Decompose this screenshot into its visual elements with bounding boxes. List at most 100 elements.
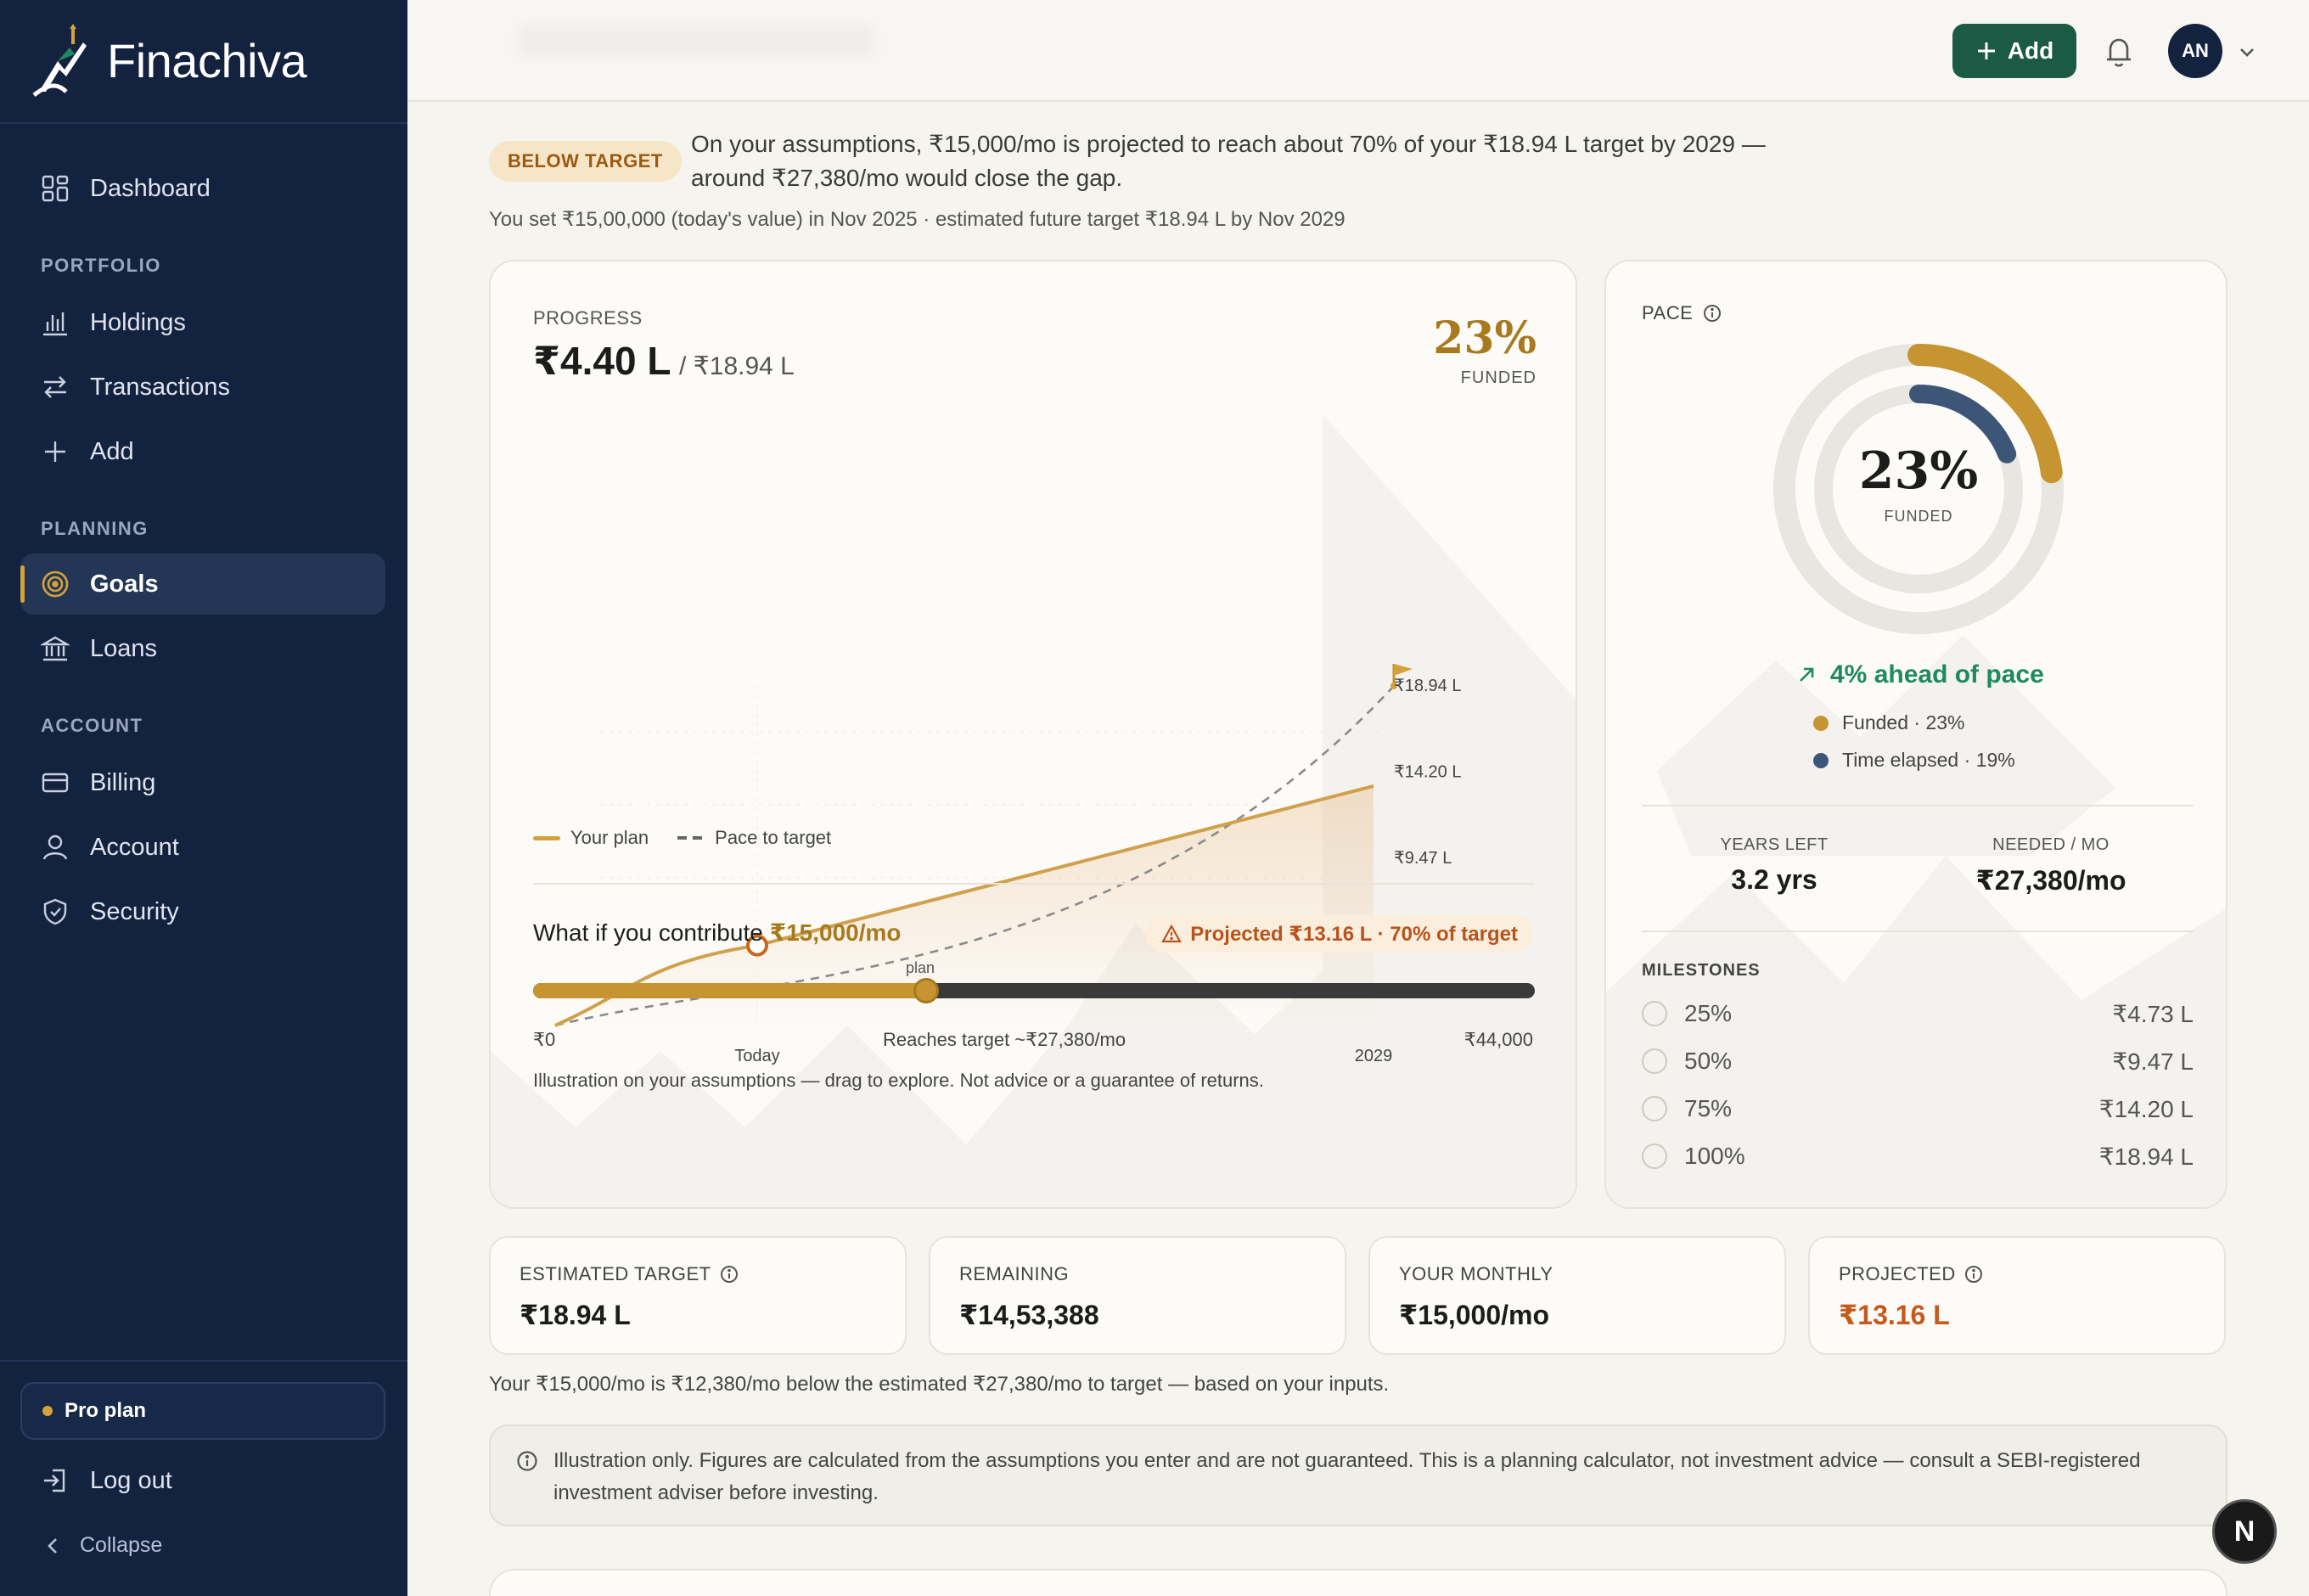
banner-text: On your assumptions, ₹15,000/mo is proje…	[691, 131, 1766, 191]
milestone-value: ₹4.73 L	[2112, 1000, 2194, 1027]
sidebar-item-dashboard[interactable]: Dashboard	[20, 158, 385, 219]
pace-legend-elapsed: Time elapsed · 19%	[1813, 749, 2015, 772]
x-tick-label: 2029	[1355, 1047, 1393, 1065]
years-left-label: YEARS LEFT	[1720, 835, 1829, 854]
card-divider	[533, 883, 1535, 885]
stat-label-text: PROJECTED	[1839, 1263, 1956, 1284]
stat-value: ₹18.94 L	[520, 1300, 631, 1330]
donut-percent: 23%	[1858, 441, 1979, 501]
stat-value: ₹14,53,388	[959, 1300, 1099, 1330]
sidebar-item-label: Billing	[90, 768, 156, 796]
funded-label: FUNDED	[1460, 368, 1537, 387]
add-button[interactable]: Add	[1952, 24, 2076, 78]
sidebar-divider	[0, 122, 407, 124]
logout-label: Log out	[90, 1466, 172, 1494]
sidebar-item-label: Holdings	[90, 308, 186, 336]
chart-legend: Your plan Pace to target	[533, 827, 831, 849]
x-tick-label: Today	[734, 1047, 779, 1065]
slider-fill	[533, 983, 926, 998]
pro-plan-badge[interactable]: Pro plan	[20, 1382, 385, 1440]
sidebar-item-holdings[interactable]: Holdings	[20, 292, 385, 353]
sidebar-item-transactions[interactable]: Transactions	[20, 357, 385, 418]
logout-button[interactable]: Log out	[20, 1450, 385, 1511]
stat-label: REMAINING	[959, 1263, 1070, 1284]
y-tick-label: ₹14.20 L	[1394, 763, 1461, 782]
milestone-row: 75% ₹14.20 L	[1642, 1092, 2194, 1126]
contribution-slider[interactable]: plan	[533, 959, 1535, 1014]
pace-label-text: PACE	[1642, 302, 1694, 323]
bank-icon	[41, 636, 70, 661]
avatar[interactable]: AN	[2168, 24, 2222, 78]
milestone-circle-icon	[1642, 1001, 1667, 1026]
logout-icon	[44, 1469, 65, 1492]
y-tick-label: ₹18.94 L	[1394, 677, 1461, 695]
next-card	[489, 1569, 2228, 1596]
stat-value: ₹15,000/mo	[1399, 1300, 1550, 1330]
milestone-row: 100% ₹18.94 L	[1642, 1139, 2194, 1173]
progress-target: / ₹18.94 L	[679, 352, 795, 380]
stat-estimated-target: ESTIMATED TARGET ₹18.94 L	[489, 1236, 907, 1355]
sidebar-item-account[interactable]: Account	[20, 817, 385, 878]
sidebar-item-add[interactable]: Add	[20, 421, 385, 482]
user-icon	[42, 835, 68, 860]
milestone-value: ₹14.20 L	[2098, 1095, 2194, 1122]
assistant-fab[interactable]: N	[2212, 1499, 2277, 1564]
below-target-note: Your ₹15,000/mo is ₹12,380/mo below the …	[489, 1373, 1390, 1396]
sidebar-item-security[interactable]: Security	[20, 881, 385, 942]
sidebar-item-billing[interactable]: Billing	[20, 752, 385, 813]
slider-plan-tag: plan	[906, 959, 935, 976]
sidebar-divider	[0, 1360, 407, 1362]
milestone-circle-icon	[1642, 1048, 1667, 1074]
whatif-prefix: What if you contribute	[533, 919, 763, 946]
milestone-row: 50% ₹9.47 L	[1642, 1044, 2194, 1078]
plan-area	[555, 785, 1374, 1026]
stat-projected: PROJECTED ₹13.16 L	[1808, 1236, 2226, 1355]
brand[interactable]: Finachiva	[32, 24, 307, 97]
sidebar: Finachiva Dashboard PORTFOLIO Holdings T…	[0, 0, 407, 1596]
banner-subtext: You set ₹15,00,000 (today's value) in No…	[489, 208, 1346, 231]
legend-swatch	[533, 835, 560, 840]
slider-thumb[interactable]	[913, 978, 939, 1003]
ahead-of-pace: 4% ahead of pace	[1796, 660, 2044, 689]
arrow-up-right-icon	[1800, 667, 1814, 682]
legend-label: Your plan	[570, 827, 649, 848]
sidebar-item-label: Dashboard	[90, 174, 211, 202]
info-icon[interactable]	[1703, 304, 1722, 323]
section-label-planning: PLANNING	[41, 518, 149, 539]
funded-percent: 23%	[1433, 312, 1537, 364]
plus-icon	[1977, 42, 1995, 59]
sidebar-item-goals[interactable]: Goals	[20, 554, 385, 615]
bell-icon[interactable]	[2104, 36, 2134, 68]
sidebar-item-label: Security	[90, 897, 179, 925]
sidebar-item-loans[interactable]: Loans	[20, 618, 385, 679]
y-tick-labels: ₹4.73 L₹9.47 L₹14.20 L₹18.94 L	[1394, 677, 1461, 954]
info-icon[interactable]	[1964, 1265, 1983, 1284]
collapse-button[interactable]: Collapse	[44, 1533, 162, 1558]
milestone-pct: 100%	[1684, 1143, 1745, 1169]
warning-icon	[1161, 924, 1183, 943]
info-icon[interactable]	[720, 1265, 739, 1284]
stat-remaining: REMAINING ₹14,53,388	[929, 1236, 1346, 1355]
chevron-down-icon[interactable]	[2238, 42, 2256, 61]
target-icon	[42, 570, 69, 598]
status-badge: BELOW TARGET	[489, 141, 682, 182]
today-marker[interactable]	[746, 934, 768, 957]
legend-pace-to-target: Pace to target	[677, 827, 831, 849]
pace-line	[554, 685, 1395, 1027]
stat-label-text: ESTIMATED TARGET	[520, 1263, 711, 1284]
pace-label: PACE	[1642, 302, 1722, 324]
needed-label: NEEDED / MO	[1992, 835, 2110, 854]
ahead-text: 4% ahead of pace	[1830, 660, 2044, 688]
projected-text: Projected ₹13.16 L · 70% of target	[1190, 922, 1518, 946]
plan-line	[554, 784, 1374, 1027]
info-icon	[517, 1451, 537, 1471]
page-title-blur	[518, 24, 874, 58]
milestone-pct: 50%	[1684, 1048, 1733, 1074]
collapse-label: Collapse	[80, 1533, 163, 1557]
progress-chart[interactable]: ₹4.73 L₹9.47 L₹14.20 L₹18.94 L Today 202…	[491, 635, 1577, 1076]
milestone-value: ₹18.94 L	[2098, 1143, 2194, 1170]
whatif-amount: ₹15,000/mo	[769, 919, 902, 946]
milestone-pct: 25%	[1684, 1000, 1733, 1026]
legend-label: Time elapsed · 19%	[1842, 749, 2015, 771]
sidebar-item-label: Transactions	[90, 373, 230, 401]
